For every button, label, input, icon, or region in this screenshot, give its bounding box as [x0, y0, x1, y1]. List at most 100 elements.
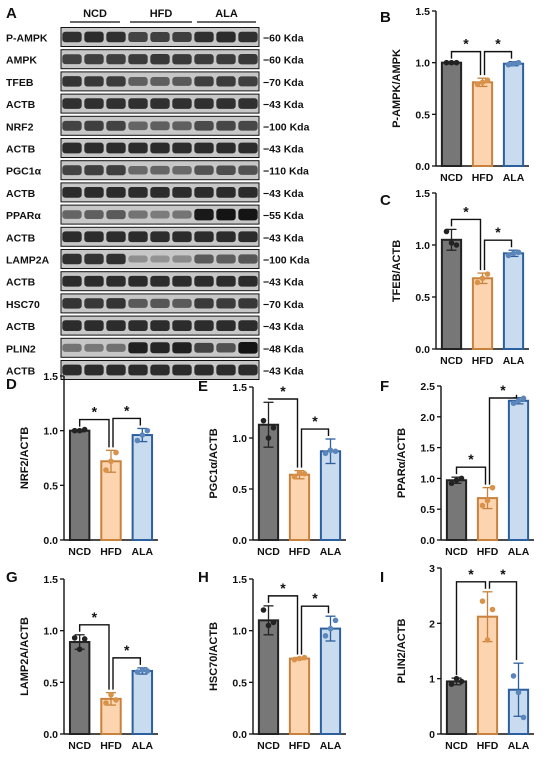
data-point	[515, 59, 522, 66]
blot-band	[172, 275, 192, 287]
blot-band	[106, 231, 126, 243]
data-point	[332, 617, 339, 624]
panel-d-chart: D 0.0 0.5 1.0 1.5 NRF2/ACTB NCD HFD ALA * *	[6, 371, 158, 558]
significance-star: *	[468, 451, 474, 467]
blot-band	[62, 76, 82, 87]
data-point	[510, 673, 517, 679]
blot-band	[194, 98, 214, 109]
blot-row: ACTB −43 Kda	[6, 271, 304, 292]
bar	[502, 62, 525, 168]
data-point	[134, 669, 141, 675]
protein-label: ACTB	[6, 232, 36, 244]
blot-band	[150, 231, 170, 243]
data-point	[510, 400, 517, 407]
blot-band	[128, 32, 148, 42]
data-point	[81, 426, 88, 433]
blot-row: LAMP2A −100 Kda	[6, 249, 310, 269]
protein-label: NRF2	[6, 121, 34, 133]
panel-c-chart: C 0.0 0.5 1.0 1.5 TFEB/ACTB NCD HFD ALA * *	[380, 188, 529, 367]
blot-band	[84, 165, 104, 176]
protein-label: ACTB	[6, 99, 36, 111]
y-tick-label: 2.0	[420, 412, 435, 424]
blot-band	[84, 298, 104, 309]
blot-band	[128, 364, 148, 376]
blot-band	[128, 342, 148, 354]
blot-band	[106, 298, 126, 309]
mw-label: −43 Kda	[263, 232, 304, 244]
y-tick-label: 0.5	[420, 504, 435, 516]
data-point	[448, 240, 455, 246]
group-label-ala: ALA	[215, 8, 238, 20]
significance-bracket	[300, 428, 330, 468]
data-point	[479, 79, 486, 86]
data-point	[515, 689, 522, 696]
panel-b-chart: B 0.0 0.5 1.0 1.5 P-AMPK/AMPK NCD HFD ALA * *	[380, 6, 529, 184]
blot-band	[84, 187, 104, 198]
significance-bracket	[300, 605, 330, 655]
data-point	[489, 606, 496, 613]
blot-band	[216, 208, 236, 221]
data-point	[443, 59, 450, 66]
x-tick-label: HFD	[100, 546, 122, 558]
y-tick-label: 0.5	[232, 677, 247, 689]
y-axis-label: LAMP2A/ACTB	[19, 617, 31, 696]
significance-star: *	[495, 224, 501, 240]
mw-label: −110 Kda	[263, 166, 309, 178]
blot-band	[150, 165, 170, 175]
bar	[100, 460, 122, 541]
blot-band	[106, 142, 126, 154]
x-tick-label: ALA	[503, 355, 525, 367]
blot-band	[128, 255, 148, 263]
significance-star: *	[280, 383, 286, 399]
y-tick-label: 1	[429, 674, 435, 686]
blot-band	[106, 31, 126, 43]
data-point	[265, 622, 272, 629]
blot-band	[238, 275, 258, 287]
data-point	[144, 668, 151, 674]
x-tick-label: HFD	[100, 740, 122, 752]
blot-band	[216, 76, 236, 87]
blot-band	[172, 255, 192, 263]
protein-label: AMPK	[6, 55, 37, 67]
y-tick-label: 1.5	[232, 382, 247, 394]
blot-row: ACTB −43 Kda	[6, 93, 304, 114]
data-point	[301, 654, 308, 661]
data-point	[139, 432, 146, 438]
x-tick-label: NCD	[257, 546, 280, 558]
x-tick-label: ALA	[132, 546, 154, 558]
blot-band	[238, 320, 258, 331]
bar	[131, 434, 154, 542]
blot-band	[106, 187, 126, 198]
blot-band	[150, 255, 170, 263]
data-point	[479, 275, 486, 282]
y-tick-label: 0.5	[415, 292, 430, 304]
blot-band	[238, 98, 258, 109]
mw-label: −55 Kda	[263, 210, 304, 222]
panel-letter: H	[198, 569, 209, 586]
significance-star: *	[92, 609, 98, 625]
significance-bracket	[450, 50, 482, 76]
data-point	[448, 59, 455, 66]
blot-band	[216, 31, 236, 43]
significance-bracket	[488, 581, 518, 661]
data-point	[291, 656, 298, 663]
x-tick-label: NCD	[445, 740, 468, 752]
data-point	[103, 700, 109, 706]
significance-star: *	[468, 566, 474, 582]
significance-bracket	[267, 595, 299, 655]
blot-band	[84, 142, 104, 154]
blot-band	[106, 98, 126, 109]
blot-row: PGC1α −110 Kda	[6, 160, 309, 181]
blot-band	[238, 254, 258, 264]
bar	[471, 277, 494, 350]
blot-band	[128, 165, 148, 175]
mw-label: −43 Kda	[263, 366, 304, 378]
blot-band	[106, 275, 126, 287]
blot-band	[150, 76, 170, 86]
blot-band	[194, 76, 214, 87]
data-point	[520, 395, 527, 402]
blot-row: AMPK −60 Kda	[6, 49, 304, 70]
blot-band	[62, 253, 82, 265]
data-point	[489, 484, 496, 491]
blot-band	[216, 320, 236, 331]
